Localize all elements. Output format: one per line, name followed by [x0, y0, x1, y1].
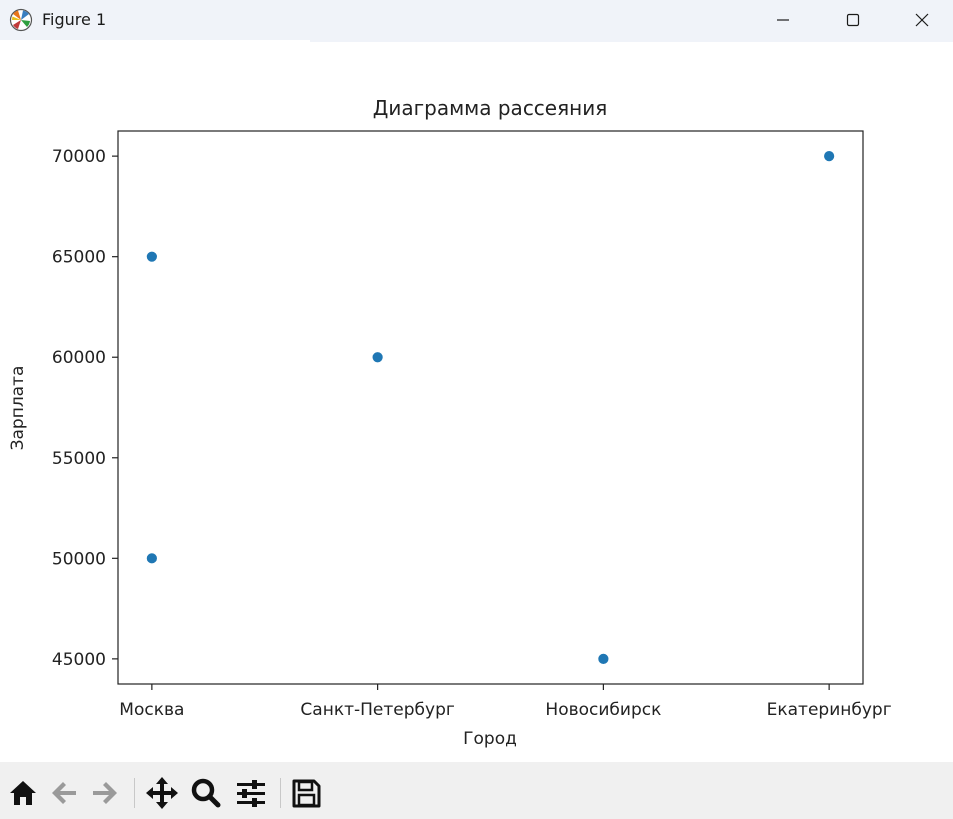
- scatter-point: [371, 351, 384, 364]
- y-tick-label: 55000: [52, 449, 106, 469]
- sliders-icon: [237, 780, 265, 807]
- magnifier-icon: [191, 778, 221, 808]
- pan-button[interactable]: [145, 776, 179, 810]
- save-button[interactable]: [289, 776, 323, 810]
- window-title: Figure 1: [42, 10, 107, 29]
- scatter-point: [823, 150, 836, 163]
- zoom-button[interactable]: [189, 776, 223, 810]
- minimize-button[interactable]: [760, 0, 806, 40]
- move-icon: [146, 777, 178, 809]
- scatter-points: [145, 150, 836, 665]
- scatter-point: [145, 552, 158, 565]
- y-tick-label: 60000: [52, 348, 106, 368]
- title-bar-divider: [310, 40, 953, 42]
- floppy-disk-icon: [292, 779, 321, 808]
- x-axis-label: Город: [463, 729, 517, 749]
- close-icon: [915, 13, 929, 27]
- maximize-icon: [846, 13, 860, 27]
- arrow-right-icon: [93, 782, 117, 804]
- home-button[interactable]: [6, 776, 40, 810]
- toolbar-separator: [280, 778, 281, 808]
- close-button[interactable]: [899, 0, 945, 40]
- chart-title: Диаграмма рассеяния: [373, 96, 608, 120]
- toolbar-separator: [134, 778, 135, 808]
- x-tick-label: Санкт-Петербург: [300, 700, 454, 720]
- back-button[interactable]: [47, 776, 81, 810]
- scatter-chart[interactable]: Диаграмма рассеяния 45000 50000 55000 60000…: [0, 42, 953, 762]
- y-tick-label: 50000: [52, 549, 106, 569]
- forward-button[interactable]: [88, 776, 122, 810]
- figure-canvas[interactable]: Диаграмма рассеяния 45000 50000 55000 60000…: [0, 42, 953, 762]
- y-axis-label: Зарплата: [8, 366, 28, 451]
- title-bar[interactable]: Figure 1: [0, 0, 953, 40]
- scatter-point: [597, 652, 610, 665]
- matplotlib-icon: [9, 8, 33, 32]
- minimize-icon: [777, 19, 789, 21]
- arrow-left-icon: [52, 782, 76, 804]
- y-tick-label: 45000: [52, 650, 106, 670]
- maximize-button[interactable]: [830, 0, 876, 40]
- x-axis: Москва Санкт-Петербург Новосибирск Екатерин…: [119, 684, 892, 720]
- x-tick-label: Новосибирск: [545, 700, 661, 720]
- scatter-point: [145, 250, 158, 263]
- y-tick-label: 70000: [52, 147, 106, 167]
- configure-button[interactable]: [234, 776, 268, 810]
- axes-frame: [117, 130, 864, 685]
- x-tick-label: Екатеринбург: [767, 700, 892, 720]
- y-tick-label: 65000: [52, 248, 106, 268]
- navigation-toolbar: [0, 762, 953, 819]
- x-tick-label: Москва: [119, 700, 184, 720]
- y-axis: 45000 50000 55000 60000 65000 70000: [52, 147, 118, 670]
- home-icon: [10, 781, 36, 805]
